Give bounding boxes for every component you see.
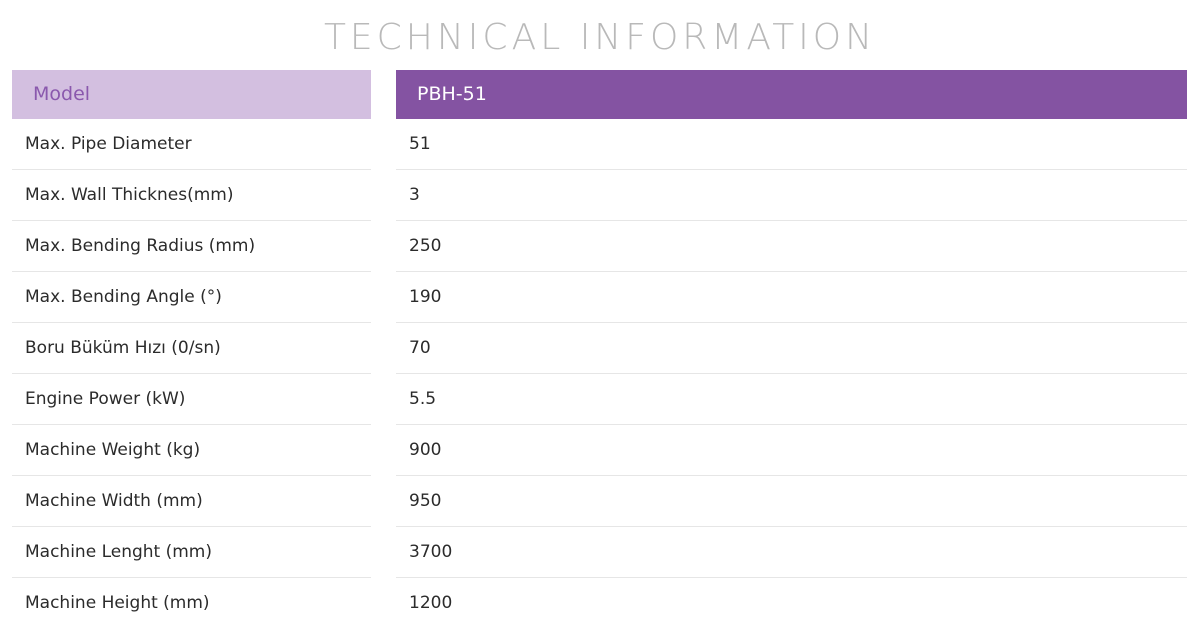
spec-label: Machine Weight (kg) xyxy=(12,425,371,476)
spec-label: Max. Wall Thicknes(mm) xyxy=(12,170,371,221)
model-header-label: Model xyxy=(12,70,371,119)
spec-labels-column: Model Max. Pipe Diameter Max. Wall Thick… xyxy=(12,70,371,629)
spec-label: Machine Width (mm) xyxy=(12,476,371,527)
spec-label: Machine Lenght (mm) xyxy=(12,527,371,578)
spec-value: 1200 xyxy=(409,593,453,613)
spec-label: Machine Height (mm) xyxy=(25,593,210,613)
spec-value: 3700 xyxy=(396,527,1187,578)
spec-value: 51 xyxy=(396,119,1187,170)
spec-value: 950 xyxy=(396,476,1187,527)
model-header-value: PBH-51 xyxy=(396,70,1187,119)
spec-label: Max. Bending Angle (°) xyxy=(12,272,371,323)
spec-label: Max. Pipe Diameter xyxy=(12,119,371,170)
spec-value: 3 xyxy=(396,170,1187,221)
spec-value: 250 xyxy=(396,221,1187,272)
spec-label: Boru Büküm Hızı (0/sn) xyxy=(12,323,371,374)
spec-value: 190 xyxy=(396,272,1187,323)
spec-value: 900 xyxy=(396,425,1187,476)
spec-value: 5.5 xyxy=(396,374,1187,425)
page-title: TECHNICAL INFORMATION xyxy=(323,17,877,58)
spec-value: 70 xyxy=(396,323,1187,374)
spec-label: Max. Bending Radius (mm) xyxy=(12,221,371,272)
spec-values-column: PBH-51 51 3 250 190 70 5.5 900 950 3700 … xyxy=(396,70,1187,629)
spec-label: Engine Power (kW) xyxy=(12,374,371,425)
